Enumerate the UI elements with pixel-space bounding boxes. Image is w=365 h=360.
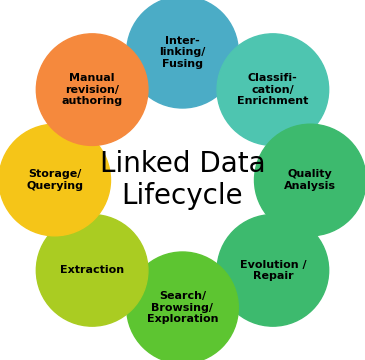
Text: Extraction: Extraction <box>60 265 124 275</box>
Text: Evolution /
Repair: Evolution / Repair <box>239 260 306 281</box>
Text: Inter-
linking/
Fusing: Inter- linking/ Fusing <box>159 36 206 69</box>
Circle shape <box>0 124 111 236</box>
Circle shape <box>217 34 328 145</box>
Text: Classifi-
cation/
Enrichment: Classifi- cation/ Enrichment <box>237 73 308 106</box>
Text: Storage/
Querying: Storage/ Querying <box>26 169 83 191</box>
Circle shape <box>127 252 238 360</box>
Text: Search/
Browsing/
Exploration: Search/ Browsing/ Exploration <box>147 291 218 324</box>
Circle shape <box>217 215 328 326</box>
Circle shape <box>36 34 148 145</box>
Circle shape <box>254 124 365 236</box>
Text: Linked Data
Lifecycle: Linked Data Lifecycle <box>100 150 265 210</box>
Text: Quality
Analysis: Quality Analysis <box>284 169 336 191</box>
Circle shape <box>127 0 238 108</box>
Circle shape <box>36 215 148 326</box>
Text: Manual
revision/
authoring: Manual revision/ authoring <box>62 73 123 106</box>
